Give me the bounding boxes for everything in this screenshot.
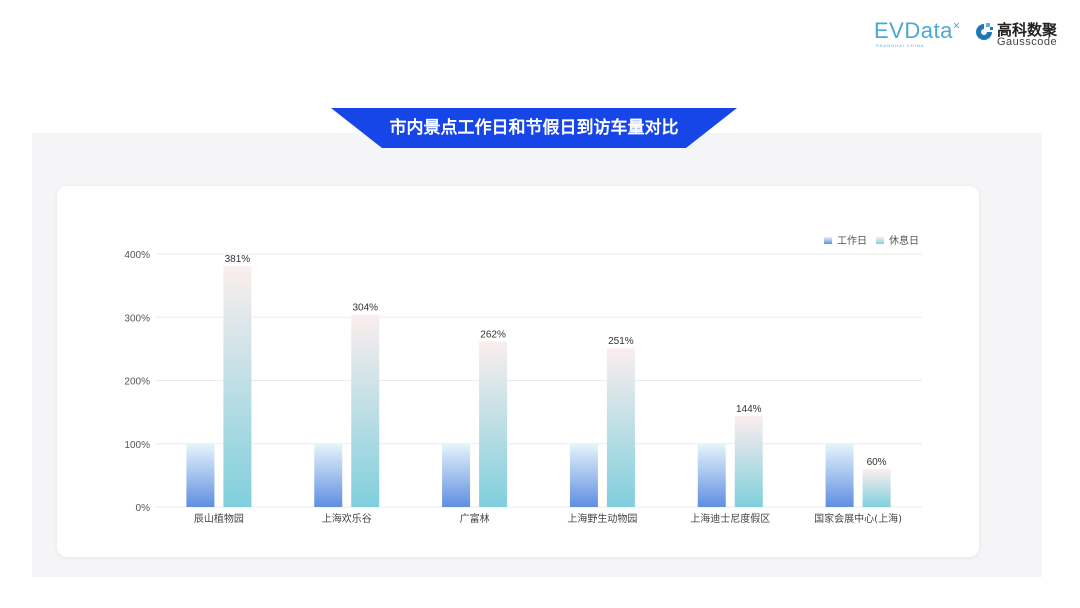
data-label: 251% [608,336,634,347]
bar-workday [825,443,854,507]
bar-workday [442,443,471,507]
x-tick-label: 辰山植物园 [194,512,244,525]
y-tick-label: 400% [124,250,150,261]
y-tick-label: 0% [136,503,151,514]
legend-swatch-rest [876,237,884,244]
x-tick-label: 国家会展中心(上海) [814,512,902,525]
data-label: 304% [352,303,378,314]
bar-rest [351,314,380,507]
data-label: 262% [480,329,506,340]
x-tick-label: 上海迪士尼度假区 [690,512,770,525]
x-tick-label: 上海野生动物园 [567,512,637,525]
bar-workday [569,443,598,507]
bar-workday [186,443,215,507]
gausscode-logo-en: Gausscode [997,36,1058,48]
bar-rest [223,266,252,507]
data-label: 144% [736,404,762,415]
data-label: 60% [867,457,887,468]
bar-rest [862,469,891,507]
page-title: 市内景点工作日和节假日到访车量对比 [389,118,679,138]
y-tick-label: 300% [124,313,150,324]
gausscode-logo-icon [976,23,993,40]
evdata-logo-sub: SHANGHAI CHINA [876,43,925,48]
data-label: 381% [225,254,251,265]
legend-label-rest: 休息日 [889,234,919,247]
y-tick-label: 100% [124,440,150,451]
legend-swatch-workday [824,237,832,244]
evdata-logo: EVData× [874,18,961,43]
legend: 工作日 休息日 [824,234,919,247]
x-tick-label: 上海欢乐谷 [322,512,372,525]
x-tick-label: 广富林 [460,512,490,525]
bar-workday [314,443,343,507]
bar-workday [697,443,726,507]
legend-label-workday: 工作日 [837,235,867,247]
gausscode-logo-cn: 高科数聚 [997,21,1058,39]
bar-rest [734,415,763,507]
bar-rest [606,348,635,507]
title-banner [331,108,737,148]
bar-rest [479,341,508,507]
y-tick-label: 200% [124,377,150,388]
